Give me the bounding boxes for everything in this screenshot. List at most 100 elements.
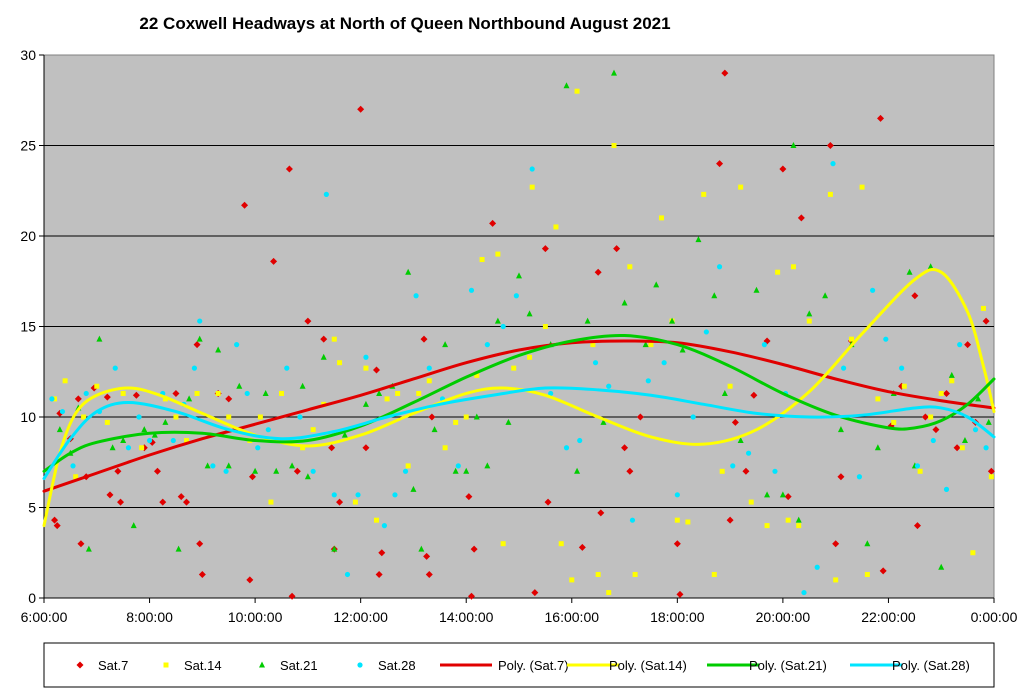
legend-entry: Sat.28	[357, 658, 416, 673]
data-point	[877, 114, 885, 122]
data-point	[673, 540, 681, 548]
x-tick-label: 8:00:00	[126, 609, 173, 625]
data-point	[81, 414, 87, 420]
data-point	[891, 419, 897, 425]
data-point	[341, 431, 348, 438]
data-point	[964, 341, 972, 349]
legend-label: Sat.21	[280, 658, 318, 673]
x-tick-label: 12:00:00	[333, 609, 388, 625]
data-point	[578, 543, 586, 551]
data-point	[731, 418, 739, 426]
data-point	[117, 498, 125, 506]
data-point	[827, 191, 833, 197]
data-point	[248, 473, 256, 481]
data-point	[395, 390, 401, 396]
data-point	[104, 419, 110, 425]
data-point	[592, 360, 599, 366]
data-point	[959, 445, 965, 451]
data-point	[378, 549, 386, 557]
data-point	[310, 427, 316, 433]
trendline-3	[42, 386, 996, 481]
data-point	[679, 346, 686, 353]
data-point	[344, 571, 351, 578]
data-point	[186, 395, 193, 402]
data-point	[913, 522, 921, 530]
data-point	[597, 509, 605, 517]
data-point	[402, 468, 409, 474]
data-point	[899, 365, 905, 371]
data-point	[943, 389, 950, 397]
data-point	[85, 545, 92, 552]
data-point	[194, 390, 200, 396]
data-point	[255, 445, 261, 451]
data-point	[431, 426, 438, 433]
data-point	[262, 389, 269, 396]
data-point	[470, 545, 478, 553]
data-point	[832, 540, 840, 548]
data-point	[632, 571, 638, 577]
data-point	[911, 292, 919, 300]
data-point	[511, 365, 517, 371]
data-point	[355, 492, 361, 498]
data-point	[300, 445, 306, 451]
x-axis: 6:00:00 8:00:00 10:00:00 12:00:00 14:00:00 16…	[21, 597, 1018, 625]
data-point	[726, 516, 734, 524]
data-point	[814, 564, 820, 570]
data-point	[837, 473, 845, 481]
data-point	[297, 414, 303, 420]
data-point	[331, 545, 338, 552]
data-point	[223, 468, 229, 474]
legend-swatch	[357, 662, 363, 668]
data-point	[463, 467, 470, 474]
data-point	[375, 570, 383, 578]
data-point	[96, 335, 103, 342]
data-point	[139, 445, 145, 451]
data-point	[494, 317, 501, 324]
data-point	[626, 467, 634, 475]
data-point	[159, 498, 167, 506]
data-point	[410, 485, 417, 492]
data-point	[381, 523, 388, 529]
data-point	[225, 395, 233, 403]
data-point	[62, 378, 68, 384]
data-point	[336, 498, 344, 506]
data-point	[527, 354, 533, 360]
data-point	[833, 577, 839, 583]
data-point	[474, 372, 480, 378]
data-point	[721, 69, 729, 77]
data-point	[772, 468, 778, 474]
x-tick-label: 16:00:00	[545, 609, 600, 625]
data-point	[914, 463, 921, 469]
data-point	[613, 245, 621, 253]
data-point	[244, 390, 250, 397]
data-point	[870, 287, 876, 293]
data-point	[906, 268, 913, 275]
data-point	[716, 160, 724, 168]
data-point	[669, 317, 676, 324]
data-point	[226, 414, 232, 420]
x-tick-label: 0:00:00	[971, 609, 1018, 625]
data-point	[374, 517, 379, 523]
data-point	[425, 570, 433, 578]
data-point	[175, 545, 182, 552]
data-point	[775, 269, 781, 275]
data-point	[659, 215, 664, 221]
data-point	[975, 395, 982, 402]
data-point	[418, 545, 425, 552]
legend-label: Sat.14	[184, 658, 222, 673]
data-point	[468, 592, 475, 600]
data-point	[323, 191, 329, 197]
y-tick-label: 5	[28, 500, 36, 516]
data-point	[927, 263, 934, 270]
data-point	[629, 517, 636, 523]
data-point	[120, 390, 126, 396]
data-point	[972, 427, 979, 433]
y-tick-label: 0	[28, 590, 36, 606]
data-point	[484, 342, 490, 348]
legend-label: Poly. (Sat.14)	[609, 658, 687, 673]
data-point	[806, 310, 813, 317]
data-point	[130, 522, 137, 529]
data-point	[225, 462, 232, 469]
data-point	[331, 336, 337, 342]
legend-entry: Sat.7	[76, 658, 128, 673]
